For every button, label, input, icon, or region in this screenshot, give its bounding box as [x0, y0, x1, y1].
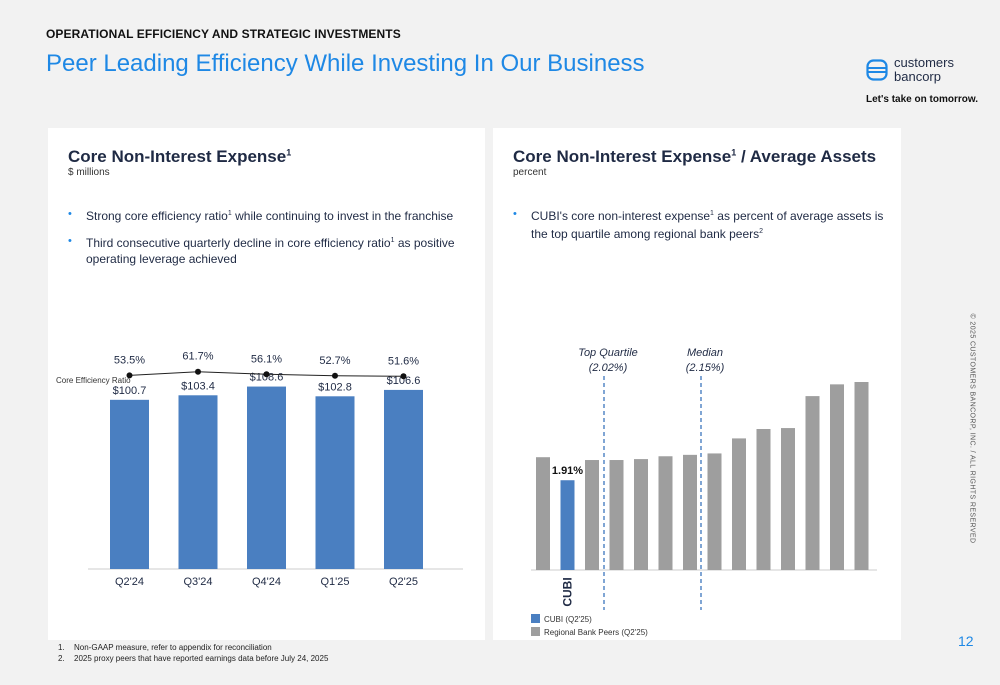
footnote: 1. Non-GAAP measure, refer to appendix fo… [58, 643, 272, 652]
footnote: 2. 2025 proxy peers that have reported ea… [58, 654, 329, 663]
cubi-value-label: 1.91% [552, 465, 583, 477]
legend-swatch [531, 627, 540, 636]
peer-bar [732, 438, 746, 570]
reference-value-label: (2.02%) [589, 362, 628, 374]
right-panel-title: Core Non-Interest Expense1 / Average Ass… [513, 147, 877, 166]
company-logo: customers bancorp [866, 56, 976, 86]
ratio-point [126, 372, 133, 379]
page-title: Peer Leading Efficiency While Investing … [46, 50, 645, 77]
ratio-point [332, 372, 338, 379]
ratio-point [263, 371, 270, 378]
expense-bar-chart: $100.7Q2'2453.5%$103.4Q3'2461.7%$108.6Q4… [56, 351, 463, 588]
reference-label: Top Quartile [578, 347, 638, 359]
peer-comparison-chart: 1.91% CUBI Top Quartile (2.02%) Median (2.15%… [531, 347, 877, 637]
ratio-point [195, 368, 201, 375]
ratio-value-label: 51.6% [388, 355, 419, 367]
peer-bar [805, 396, 820, 570]
peer-bar [781, 428, 795, 570]
cubi-bar [560, 480, 575, 570]
peer-bar [536, 457, 550, 570]
logo-text-line1: customers [894, 55, 954, 70]
tagline: Let's take on tomorrow. [866, 94, 979, 105]
bar-value-label: $103.4 [181, 380, 215, 392]
peer-bar [854, 382, 869, 570]
copyright-note: © 2025 CUSTOMERS BANCORP, INC. / ALL RIG… [968, 313, 976, 544]
peer-bar [585, 460, 599, 570]
peer-bar [683, 454, 697, 570]
legend-label: Regional Bank Peers (Q2'25) [544, 628, 648, 637]
category-label: Q2'24 [115, 576, 144, 588]
logo-text-line2: bancorp [894, 69, 941, 84]
bullet-item: Strong core efficiency ratio1 while cont… [68, 206, 463, 224]
bar [384, 389, 423, 569]
left-panel-subtitle: $ millions [68, 167, 110, 178]
category-label: Q1'25 [320, 576, 349, 588]
ratio-point [400, 373, 407, 380]
bullet-item: CUBI's core non-interest expense1 as per… [513, 206, 888, 242]
left-bullets: Strong core efficiency ratio1 while cont… [68, 206, 463, 276]
peer-bar [707, 453, 722, 570]
reference-label: Median [687, 347, 723, 359]
bar [178, 395, 218, 569]
right-panel: Core Non-Interest Expense1 / Average Ass… [493, 128, 901, 640]
bar-value-label: $100.7 [113, 385, 147, 397]
peer-bar [634, 459, 648, 570]
cubi-category-label: CUBI [561, 577, 575, 606]
legend-label: CUBI (Q2'25) [544, 615, 592, 624]
page-number: 12 [958, 633, 974, 649]
peer-bar [830, 384, 844, 570]
ratio-value-label: 52.7% [319, 355, 350, 367]
left-panel-title: Core Non-Interest Expense1 [68, 147, 292, 166]
left-panel: Core Non-Interest Expense1 $ millions St… [48, 128, 485, 640]
bullet-item: Third consecutive quarterly decline in c… [68, 233, 463, 267]
footnotes: 1. Non-GAAP measure, refer to appendix fo… [58, 642, 328, 664]
series-label: Core Efficiency Ratio [56, 376, 131, 385]
peer-bar [658, 456, 673, 570]
ratio-value-label: 61.7% [182, 351, 213, 363]
bar-value-label: $106.6 [387, 375, 421, 387]
ratio-value-label: 53.5% [114, 354, 145, 366]
bar-value-label: $102.8 [318, 381, 352, 393]
logo-mark-icon [866, 59, 888, 81]
legend-swatch [531, 614, 540, 623]
bar [315, 396, 355, 569]
category-label: Q4'24 [252, 576, 281, 588]
ratio-value-label: 56.1% [251, 353, 282, 365]
right-panel-subtitle: percent [513, 167, 547, 178]
category-label: Q2'25 [389, 576, 418, 588]
peer-bar [609, 460, 624, 570]
right-bullets: CUBI's core non-interest expense1 as per… [513, 206, 888, 251]
peer-bar [756, 429, 771, 570]
reference-value-label: (2.15%) [686, 362, 725, 374]
section-eyebrow: OPERATIONAL EFFICIENCY AND STRATEGIC INV… [46, 27, 401, 41]
bar [110, 399, 149, 569]
category-label: Q3'24 [183, 576, 212, 588]
bar [247, 386, 286, 569]
